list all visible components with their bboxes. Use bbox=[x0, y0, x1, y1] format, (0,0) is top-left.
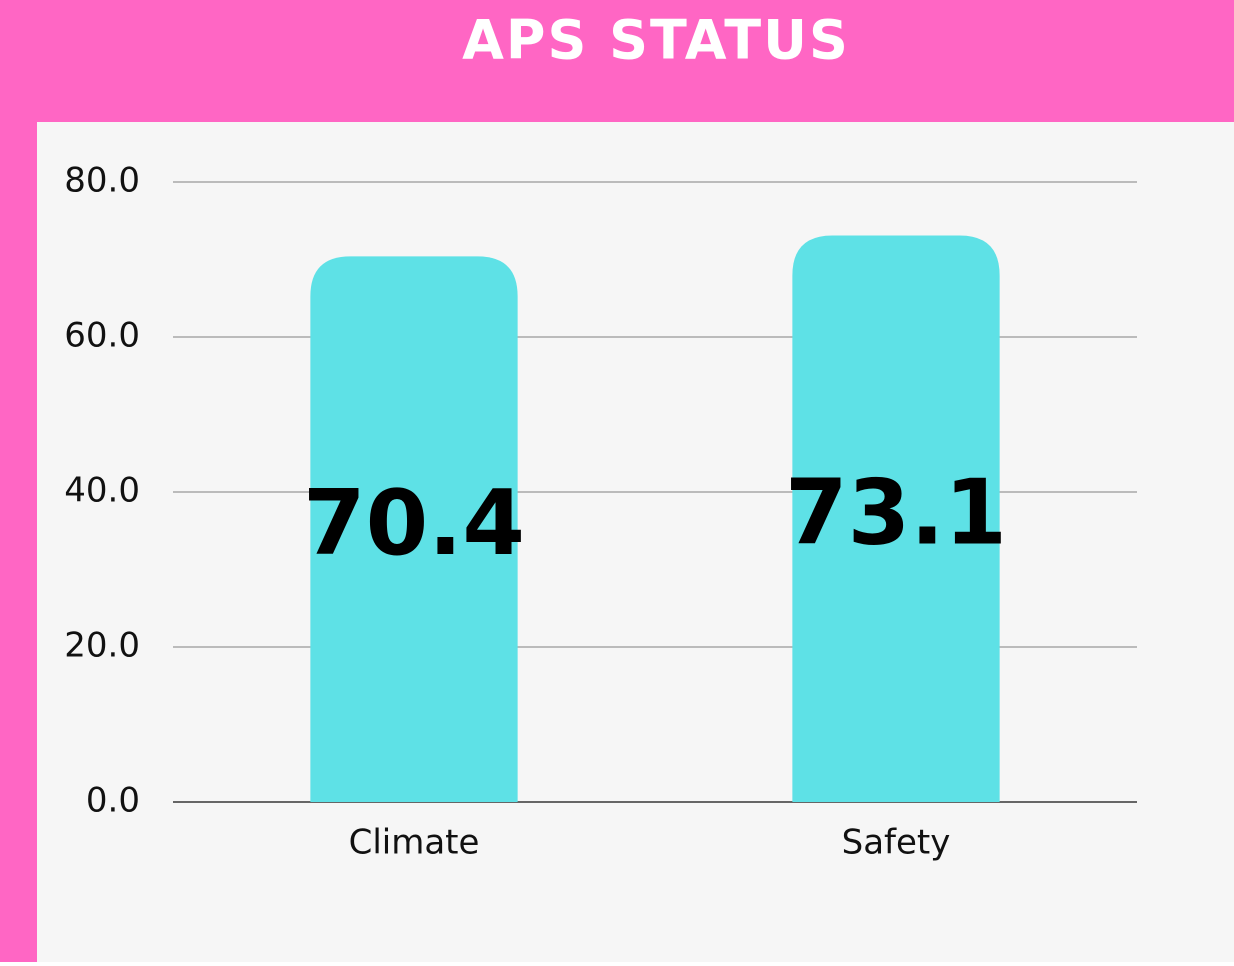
y-tick-label: 20.0 bbox=[64, 626, 140, 666]
y-tick-label: 80.0 bbox=[64, 161, 140, 201]
y-tick-label: 60.0 bbox=[64, 316, 140, 356]
x-tick-label: Safety bbox=[842, 823, 951, 863]
chart-title: APS STATUS bbox=[462, 9, 850, 72]
bar bbox=[792, 235, 1000, 803]
value-label: 70.4 bbox=[303, 471, 525, 576]
value-label: 73.1 bbox=[785, 461, 1007, 566]
panel bbox=[37, 122, 1234, 962]
bar bbox=[310, 256, 518, 802]
y-tick-label: 40.0 bbox=[64, 471, 140, 511]
x-tick-label: Climate bbox=[349, 823, 480, 863]
y-tick-label: 0.0 bbox=[86, 781, 140, 821]
